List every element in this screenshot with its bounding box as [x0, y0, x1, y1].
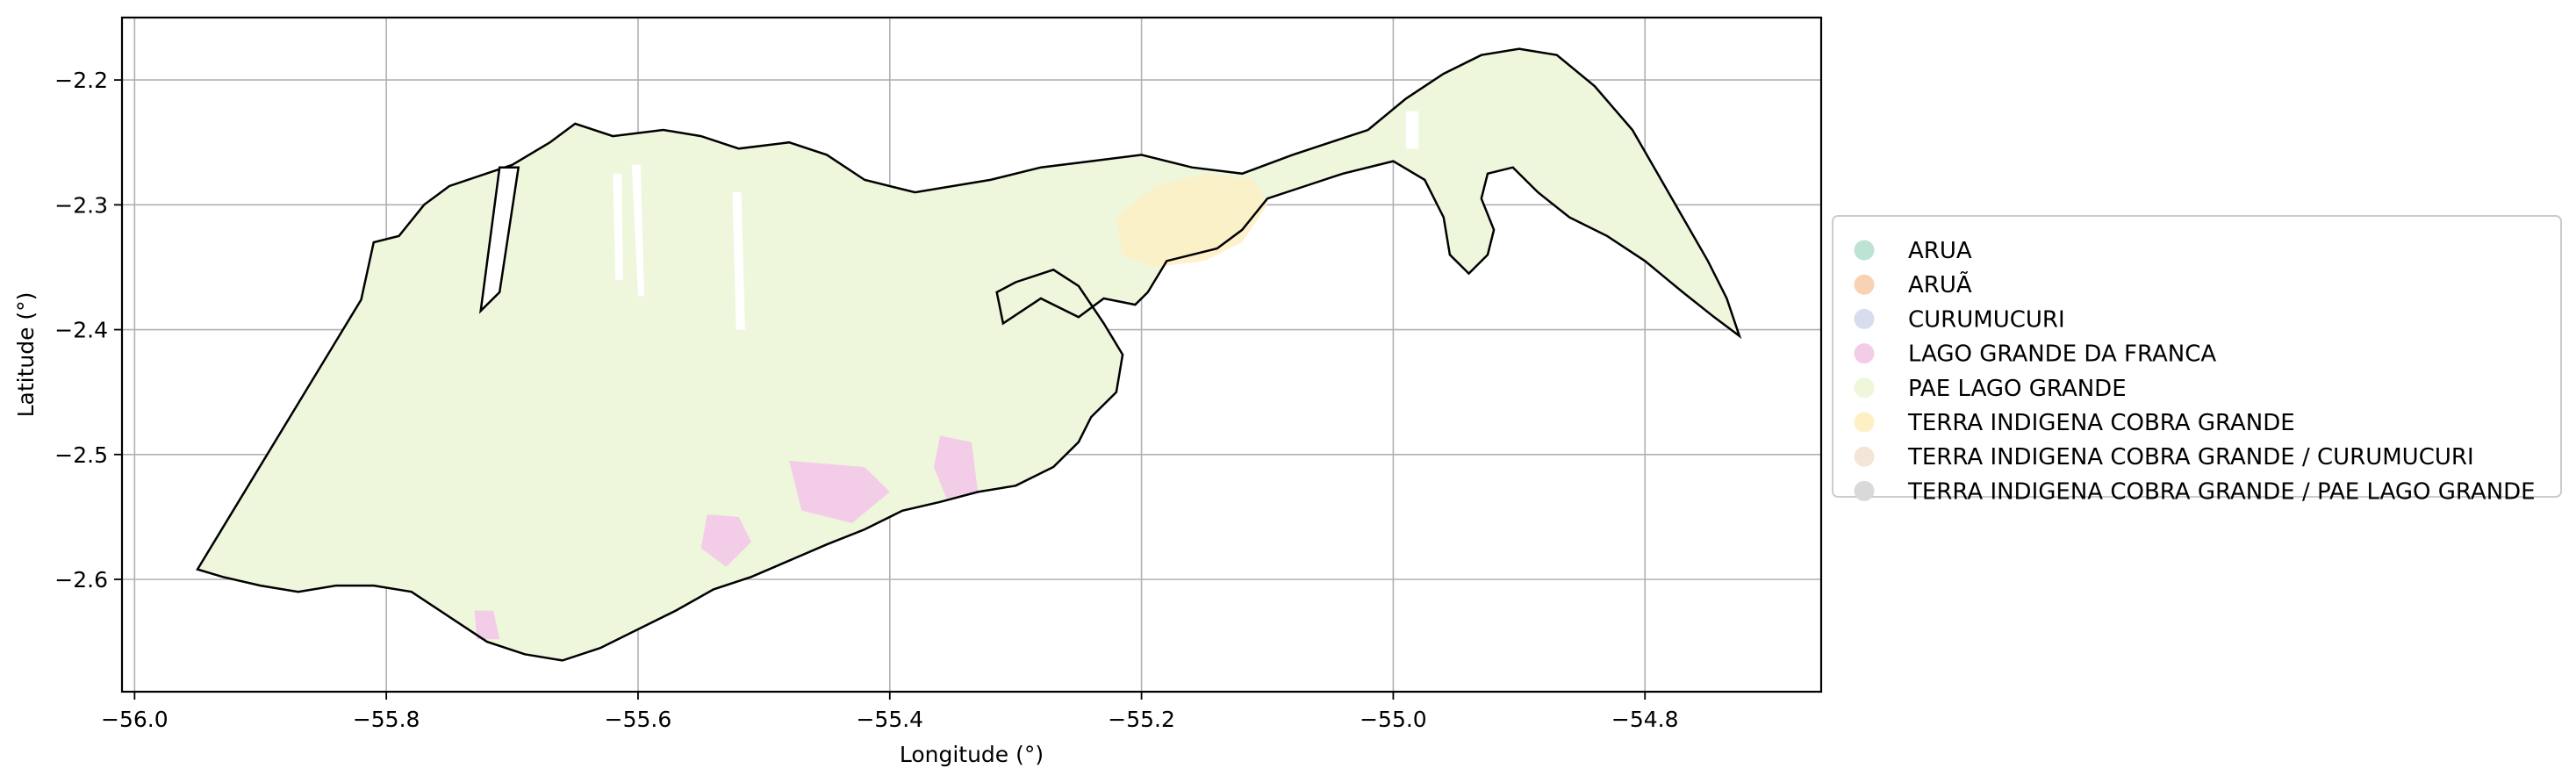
legend-label-6: TERRA INDIGENA COBRA GRANDE / CURUMUCURI — [1907, 444, 2474, 471]
x-axis-ticks: −56.0 −55.8 −55.6 −55.4 −55.2 −55.0 −54.8 — [101, 692, 1679, 732]
terra-indigena-cobra-grande-region — [1116, 173, 1267, 268]
lago-grande-da-franca-patch-2 — [934, 435, 979, 499]
legend-label-7: TERRA INDIGENA COBRA GRANDE / PAE LAGO G… — [1907, 478, 2536, 505]
x-tick-label-2: −55.6 — [605, 707, 672, 732]
inner-channel — [478, 166, 520, 314]
y-tick-label-2: −2.4 — [54, 318, 108, 343]
lago-grande-da-franca-patch-3 — [474, 610, 500, 640]
plot-area: −56.0 −55.8 −55.6 −55.4 −55.2 −55.0 −54.8 −2.2… — [54, 16, 1823, 732]
y-tick-label-3: −2.5 — [54, 442, 108, 468]
y-tick-label-4: −2.6 — [54, 567, 108, 593]
legend-marker-4 — [1854, 377, 1875, 399]
x-tick-label-6: −54.8 — [1611, 707, 1679, 732]
territory-outline — [196, 47, 1742, 662]
uncovered-strips — [613, 111, 1419, 330]
lago-grande-da-franca-regions — [474, 435, 979, 640]
y-axis-ticks: −2.2 −2.3 −2.4 −2.5 −2.6 — [54, 68, 122, 593]
legend-label-5: TERRA INDIGENA COBRA GRANDE — [1907, 410, 2295, 436]
legend: ARUA ARUÃ CURUMUCURI LAGO GRANDE DA FRANCA P… — [1832, 215, 2562, 505]
legend-label-2: CURUMUCURI — [1908, 306, 2065, 333]
x-tick-label-5: −55.0 — [1360, 707, 1427, 732]
legend-label-3: LAGO GRANDE DA FRANCA — [1908, 341, 2216, 368]
legend-frame — [1832, 215, 2562, 498]
legend-marker-1 — [1854, 274, 1875, 295]
legend-marker-7 — [1854, 480, 1875, 501]
legend-marker-0 — [1854, 240, 1875, 261]
x-tick-label-3: −55.4 — [856, 707, 923, 732]
legend-label-0: ARUA — [1908, 238, 1972, 264]
axes-frame — [120, 16, 1823, 693]
legend-marker-6 — [1854, 446, 1875, 467]
legend-marker-5 — [1854, 412, 1875, 433]
legend-label-4: PAE LAGO GRANDE — [1908, 376, 2127, 402]
map-layer — [196, 47, 1742, 662]
uncovered-strip-2 — [732, 192, 745, 330]
uncovered-strip-3 — [1405, 111, 1419, 149]
pae-lago-grande-region — [197, 48, 1740, 661]
legend-marker-2 — [1854, 308, 1875, 329]
legend-label-1: ARUÃ — [1908, 270, 1972, 298]
x-tick-label-0: −56.0 — [101, 707, 169, 732]
uncovered-strip-1 — [613, 173, 623, 280]
y-axis-label: Latitude (°) — [13, 292, 39, 418]
x-tick-label-1: −55.8 — [353, 707, 420, 732]
uncovered-strip-0 — [631, 164, 645, 297]
y-tick-label-0: −2.2 — [54, 68, 108, 93]
lago-grande-da-franca-patch-1 — [700, 514, 751, 567]
legend-items: ARUA ARUÃ CURUMUCURI LAGO GRANDE DA FRANCA P… — [1854, 238, 2536, 505]
x-tick-label-4: −55.2 — [1108, 707, 1175, 732]
y-tick-label-1: −2.3 — [54, 192, 108, 218]
lago-grande-da-franca-patch-0 — [789, 460, 890, 523]
legend-marker-3 — [1854, 343, 1875, 364]
x-axis-label: Longitude (°) — [900, 742, 1044, 767]
